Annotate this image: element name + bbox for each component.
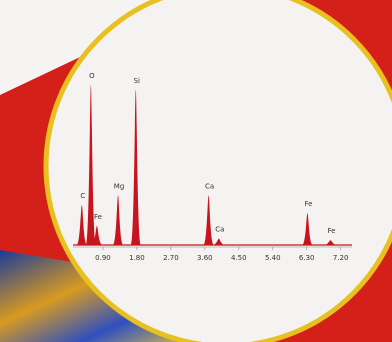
x-tick-label: 5.40	[265, 254, 281, 262]
x-tick-label: 4.50	[231, 254, 247, 262]
peak-label: O	[89, 72, 95, 80]
peak-label: Ca	[215, 226, 224, 234]
peak-label: Mg	[114, 182, 124, 190]
peak-label: Fe	[304, 200, 312, 208]
page: 0.90 1.80 2.70 3.60 4.50 5.40 6.30 7.20 C O Fe Mg Si…	[0, 0, 392, 342]
x-tick-label: 7.20	[333, 254, 349, 262]
peak-label: Ca	[205, 182, 214, 190]
x-tick-label: 3.60	[197, 254, 213, 262]
peak-label: C	[80, 192, 85, 200]
spectrum-circle	[46, 0, 392, 342]
peak-label: Fe	[328, 227, 336, 235]
peak-label: Si	[134, 77, 140, 85]
chart: 0.90 1.80 2.70 3.60 4.50 5.40 6.30 7.20 C O Fe Mg Si…	[0, 0, 392, 342]
x-tick-label: 1.80	[129, 254, 145, 262]
peak-label: Fe	[94, 213, 102, 221]
x-tick-label: 6.30	[299, 254, 315, 262]
x-tick-label: 2.70	[163, 254, 179, 262]
x-tick-label: 0.90	[95, 254, 111, 262]
